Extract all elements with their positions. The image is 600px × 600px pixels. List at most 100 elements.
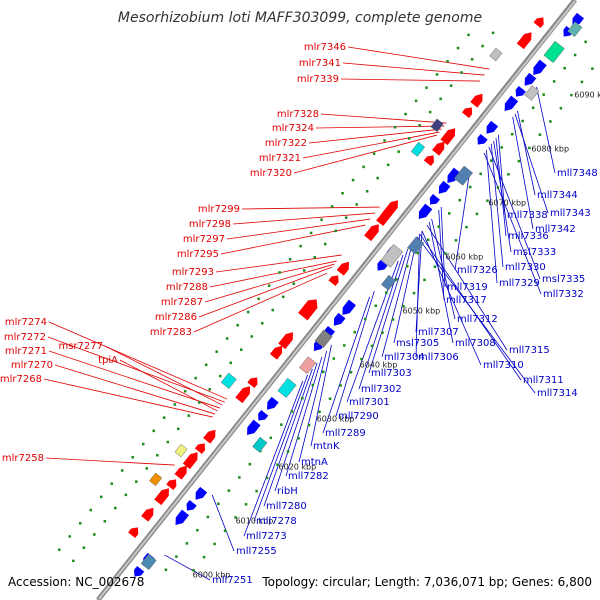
reverse-gene-arrow [195, 486, 208, 500]
scale-label: 6090 kbp [574, 90, 600, 99]
tick-mark [491, 31, 495, 35]
leader-line [483, 152, 542, 295]
tick-mark [213, 542, 216, 546]
feature-box [252, 436, 268, 453]
tick-mark [299, 244, 302, 248]
tick-mark [320, 218, 323, 221]
tick-mark [542, 93, 545, 96]
forward-gene-label: mlr7288 [166, 282, 208, 293]
tick-mark [349, 371, 353, 374]
tick-mark [460, 71, 463, 74]
tick-mark [454, 239, 458, 242]
tick-mark [404, 112, 407, 116]
leader-line [322, 296, 370, 434]
genome-summary-text: Topology: circular; Length: 7,036,071 bp… [261, 575, 592, 589]
tick-mark [580, 80, 584, 84]
forward-gene-label: tpiA [98, 355, 118, 366]
tick-mark [435, 73, 439, 76]
forward-gene-label: mlr7287 [161, 297, 203, 308]
forward-gene-arrow [298, 299, 318, 321]
leader-line [209, 260, 337, 288]
tick-mark [255, 489, 258, 493]
leader-line [454, 170, 471, 271]
leader-line [45, 457, 175, 466]
leader-line [232, 212, 375, 225]
reverse-gene-arrow [134, 565, 145, 577]
tick-mark [206, 515, 210, 519]
reverse-gene-arrow [247, 419, 261, 435]
reverse-gene-label: mll7348 [557, 168, 598, 179]
reverse-gene-label: msl7305 [396, 338, 439, 349]
tick-mark [549, 120, 552, 123]
leader-line [536, 86, 556, 174]
leader-line [347, 46, 490, 70]
tick-mark [386, 163, 390, 167]
reverse-gene-label: msl7333 [513, 247, 556, 258]
leader-line [198, 266, 333, 318]
tick-mark [489, 159, 493, 162]
tick-mark [552, 80, 556, 83]
tick-mark [407, 137, 411, 140]
reverse-gene-arrow [447, 167, 461, 183]
tick-mark [236, 324, 239, 327]
leader-lines [43, 46, 556, 581]
leader-line [48, 321, 228, 400]
tick-mark [456, 46, 460, 50]
tick-mark [292, 282, 295, 285]
reverse-gene-label: mll7315 [509, 345, 550, 356]
tick-mark [510, 132, 514, 136]
leader-line [54, 364, 216, 415]
tick-mark [217, 502, 220, 506]
feature-box [407, 236, 425, 255]
tick-mark [500, 146, 503, 149]
forward-gene-label: mlr7295 [177, 249, 219, 260]
tick-mark [173, 403, 176, 406]
tick-mark [538, 133, 542, 136]
forward-gene-label: mlr7328 [277, 109, 319, 120]
tick-mark [486, 199, 489, 202]
tick-mark [573, 53, 577, 57]
leader-line [274, 362, 318, 492]
tick-mark [99, 495, 103, 499]
tick-mark [288, 258, 292, 261]
leader-line [215, 254, 342, 273]
tick-mark [458, 198, 461, 202]
reverse-gene-arrow [418, 203, 433, 219]
leader-line [253, 374, 308, 522]
tick-mark [276, 463, 279, 466]
reverse-gene-label: mll7312 [457, 314, 498, 325]
tick-mark [240, 348, 243, 351]
leader-line [428, 221, 454, 344]
tick-mark [414, 99, 418, 103]
tick-mark [393, 126, 397, 129]
tick-mark [162, 416, 166, 419]
leader-line [517, 110, 536, 196]
scale-label: 6050 kbp [403, 306, 441, 315]
leader-line [438, 209, 445, 301]
tick-mark [437, 225, 440, 228]
tick-mark [584, 40, 587, 44]
reverse-gene-label: mll7273 [246, 531, 287, 542]
leader-line [220, 224, 366, 255]
reverse-gene-arrow [342, 299, 356, 315]
reverse-gene-label: mll7304 [384, 352, 425, 363]
tick-mark [465, 225, 468, 229]
reverse-gene-label: mll7332 [543, 289, 584, 300]
feature-box [567, 21, 583, 37]
tick-mark [260, 322, 264, 325]
forward-gene-arrow [462, 107, 473, 119]
tick-mark [202, 555, 206, 559]
feature-box [140, 553, 157, 571]
reverse-gene-label: mll7306 [418, 352, 459, 363]
feature-box [489, 47, 503, 62]
tick-mark [215, 350, 218, 353]
reverse-gene-label: mll7336 [508, 231, 549, 242]
forward-gene-arrow [203, 429, 216, 444]
forward-gene-arrow [235, 386, 251, 404]
leader-line [43, 378, 213, 418]
reverse-gene-label: mll7307 [418, 327, 459, 338]
forward-gene-label: mlr7324 [272, 123, 314, 134]
leader-line [514, 113, 549, 214]
tick-mark [322, 370, 325, 374]
